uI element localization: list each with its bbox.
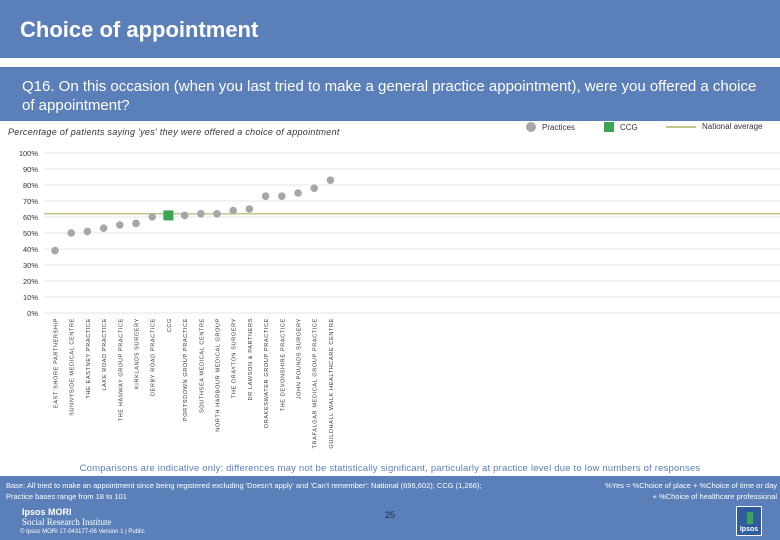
logo-line-2: Social Research Institute — [22, 517, 112, 527]
x-category-label: THE HANWAY GROUP PRACTICE — [118, 318, 124, 421]
yes-definition: %Yes = %Choice of place + %Choice of tim… — [591, 480, 777, 502]
practice-point — [294, 189, 302, 197]
y-tick-label: 40% — [23, 245, 38, 254]
y-tick-label: 60% — [23, 213, 38, 222]
practice-point — [148, 213, 156, 221]
question-band: Q16. On this occasion (when you last tri… — [0, 67, 780, 121]
copyright-text: © Ipsos MORI 17-043177-06 Version 1 | Pu… — [20, 529, 145, 535]
x-category-label: TRAFALGAR MEDICAL GROUP PRACTICE — [313, 318, 319, 448]
practice-point — [67, 229, 75, 237]
practice-point — [278, 192, 286, 200]
ipsos-logo-text: Ipsos MORI Social Research Institute — [22, 507, 111, 527]
base-text: Base: All tried to make an appointment s… — [6, 480, 566, 502]
x-category-label: DR LAWSON & PARTNERS — [248, 318, 254, 400]
header-bar: Choice of appointment — [0, 0, 780, 58]
x-category-label: SUNNYSIDE MEDICAL CENTRE — [70, 318, 76, 416]
practice-point — [99, 224, 108, 232]
y-tick-label: 10% — [23, 293, 38, 302]
practice-point — [310, 184, 319, 192]
footer-bar: Base: All tried to make an appointment s… — [0, 476, 780, 540]
legend-national-label: National average — [702, 122, 763, 131]
chart-area: 0% 10% 20% 30% 40% 50% 60% 70% 80% 90% 100% EAST SH… — [0, 140, 780, 470]
x-category-label: KIRKLANDS SURGERY — [135, 318, 141, 389]
practice-dot-icon — [526, 122, 536, 132]
legend-practices-label: Practices — [542, 122, 575, 132]
national-line-icon — [666, 125, 696, 128]
question-text: Q16. On this occasion (when you last tri… — [22, 78, 757, 114]
ipsos-logo-icon: Ipsos — [736, 506, 762, 536]
practice-point — [261, 192, 270, 200]
practice-point — [116, 221, 124, 229]
chart-legend: Practices CCG National average — [520, 122, 780, 138]
yes-line-2: + %Choice of healthcare professional — [652, 492, 777, 501]
x-category-label: PORTSDOWN GROUP PRACTICE — [183, 318, 189, 421]
practice-point — [213, 210, 221, 218]
x-category-label: SOUTHSEA MEDICAL CENTRE — [199, 318, 205, 413]
y-tick-label: 0% — [27, 309, 38, 318]
x-category-label: NORTH HARBOUR MEDICAL GROUP — [216, 318, 222, 432]
x-category-label: EAST SHORE PARTNERSHIP — [54, 318, 60, 408]
practice-point — [132, 219, 140, 228]
y-tick-label: 30% — [23, 261, 38, 270]
practice-point — [245, 205, 254, 213]
y-tick-label: 70% — [23, 197, 38, 206]
practice-point — [51, 246, 59, 255]
y-tick-label: 80% — [23, 181, 38, 190]
x-category-label: CCG — [167, 318, 173, 332]
logo-box-label: Ipsos — [739, 526, 759, 533]
x-category-label: DRAKESWATER GROUP PRACTICE — [264, 318, 270, 428]
x-category-label: GUILDHALL WALK HEALTHCARE CENTRE — [329, 318, 335, 449]
practice-point — [229, 206, 237, 215]
practice-point — [180, 211, 189, 220]
y-tick-label: 50% — [23, 229, 38, 238]
practice-point — [326, 176, 335, 184]
practice-point — [197, 210, 205, 218]
base-line-2: Practice bases range from 18 to 101 — [6, 492, 127, 501]
ccg-square-icon — [604, 122, 614, 132]
x-category-label: THE DRAYTON SURGERY — [232, 318, 238, 398]
page-number: 25 — [384, 510, 395, 520]
page-title: Choice of appointment — [20, 17, 259, 42]
logo-line-1: Ipsos MORI — [22, 507, 72, 517]
x-category-label: THE DEVONSHIRE PRACTICE — [280, 318, 286, 411]
chart-subtitle: Percentage of patients saying 'yes' they… — [8, 127, 340, 137]
legend-ccg-label: CCG — [620, 122, 638, 132]
legend-national: National average — [666, 122, 762, 131]
x-category-label: JOHN POUNDS SURGERY — [297, 318, 303, 399]
x-category-label: DERBY ROAD PRACTICE — [151, 318, 157, 396]
y-tick-label: 90% — [23, 165, 38, 174]
legend-practices: Practices — [526, 122, 575, 132]
comparison-note: Comparisons are indicative only: differe… — [79, 463, 701, 474]
y-tick-label: 100% — [19, 149, 39, 158]
scatter-chart: 0% 10% 20% 30% 40% 50% 60% 70% 80% 90% 100% EAST SH… — [19, 149, 780, 449]
practice-point — [83, 227, 92, 236]
x-category-label: LAKE ROAD PRACTICE — [102, 318, 108, 391]
ccg-point — [163, 210, 174, 221]
base-line-1: Base: All tried to make an appointment s… — [6, 481, 482, 490]
yes-line-1: %Yes = %Choice of place + %Choice of tim… — [605, 481, 777, 490]
x-category-label: THE EASTNEY PRACTICE — [86, 318, 92, 399]
logo-bar-icon — [747, 512, 753, 524]
legend-ccg: CCG — [604, 122, 638, 132]
y-tick-label: 20% — [23, 277, 38, 286]
